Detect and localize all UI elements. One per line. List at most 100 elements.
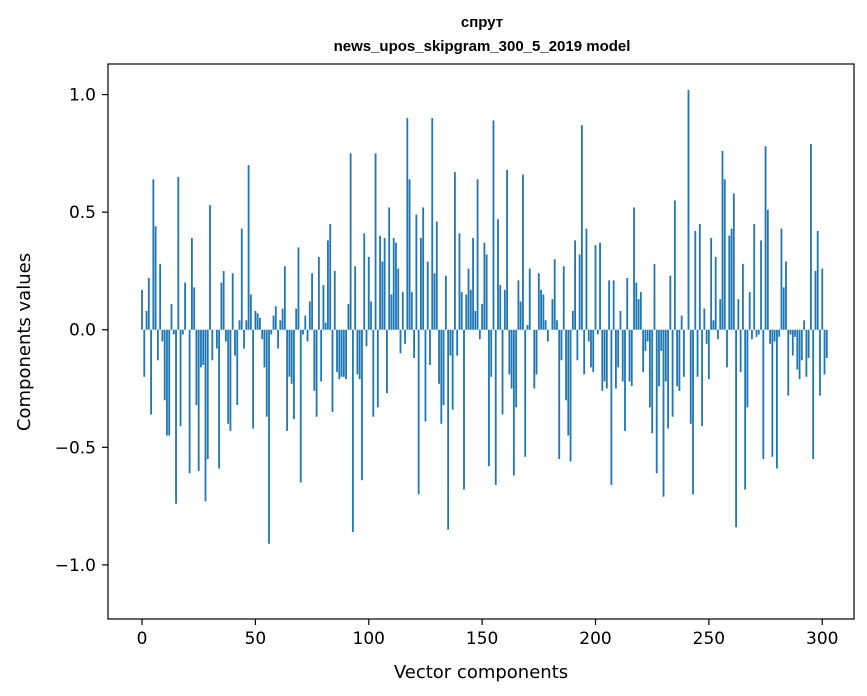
bar [753,223,756,330]
bar [565,329,567,401]
bar [658,329,660,387]
bar [639,292,642,330]
bar [821,268,824,330]
bar [315,329,318,417]
bar [714,256,717,330]
bar [365,329,368,347]
bar [651,329,654,434]
bar [649,329,651,408]
bar [676,329,679,387]
bar [707,329,710,380]
bar [422,207,425,330]
bar [163,329,166,401]
bar [317,256,320,330]
bar [440,329,443,424]
bar [395,242,397,330]
bar [746,329,749,408]
bar [438,329,440,384]
bar [449,329,452,356]
bar [204,329,207,502]
bar [703,308,706,330]
bar [152,179,155,330]
bar [633,207,635,330]
bar [789,329,792,335]
bar [435,221,438,330]
bar [599,242,601,330]
bar [732,193,735,330]
bar [664,329,667,382]
bar [762,329,765,460]
bar [544,320,547,330]
bar [556,320,558,330]
bar [621,329,624,382]
bar [417,329,420,495]
bar [696,329,699,377]
bar [336,329,338,373]
bar [553,259,556,330]
bar [283,266,286,330]
bar [671,329,674,417]
bar [458,233,461,330]
bar [252,329,255,429]
bar [660,329,663,351]
bar [256,313,259,330]
bar [254,310,257,330]
bar [655,329,658,474]
bar [444,275,447,330]
bar [456,329,459,356]
bar [238,320,241,330]
bar [592,329,595,373]
bar [741,263,744,330]
bar [717,329,719,340]
bar [744,329,747,490]
bar [624,329,626,431]
bar [184,282,186,330]
bar [218,329,221,469]
x-tick-label: 200 [579,629,611,649]
bar [771,329,774,457]
bar [610,329,613,485]
bar [562,266,565,330]
bar [605,329,608,389]
bar [542,294,545,330]
bar [399,329,402,354]
bar [154,226,157,330]
bar [200,329,202,368]
y-tick-label: 0.0 [69,321,96,341]
bar [220,282,223,330]
bar [388,207,391,330]
bar [286,329,289,431]
bar [381,261,384,330]
y-axis-label: Components values [14,253,35,431]
bar [757,329,760,335]
bar [751,329,753,340]
y-tick-label: 0.5 [69,203,96,223]
bar [385,329,388,394]
x-axis-ticks: 0 50 100 150 200 250 300 [137,619,838,649]
bar [367,256,370,330]
bar [170,303,173,330]
bar [726,329,728,368]
bar [524,329,527,457]
bar [667,329,669,429]
bar [646,329,649,342]
bar [376,329,379,408]
bar [249,294,252,330]
bar [794,329,796,337]
bar [612,280,615,330]
bar [551,299,554,330]
bar [370,301,372,330]
bar [510,329,513,389]
bar [819,329,821,396]
bar [469,289,472,330]
bar [150,329,152,415]
bar [583,329,586,375]
bar [431,118,434,330]
bar [501,329,504,415]
bar [805,329,808,377]
bar [723,179,726,330]
bar [295,308,298,330]
bar [467,268,470,330]
bar [447,329,450,530]
